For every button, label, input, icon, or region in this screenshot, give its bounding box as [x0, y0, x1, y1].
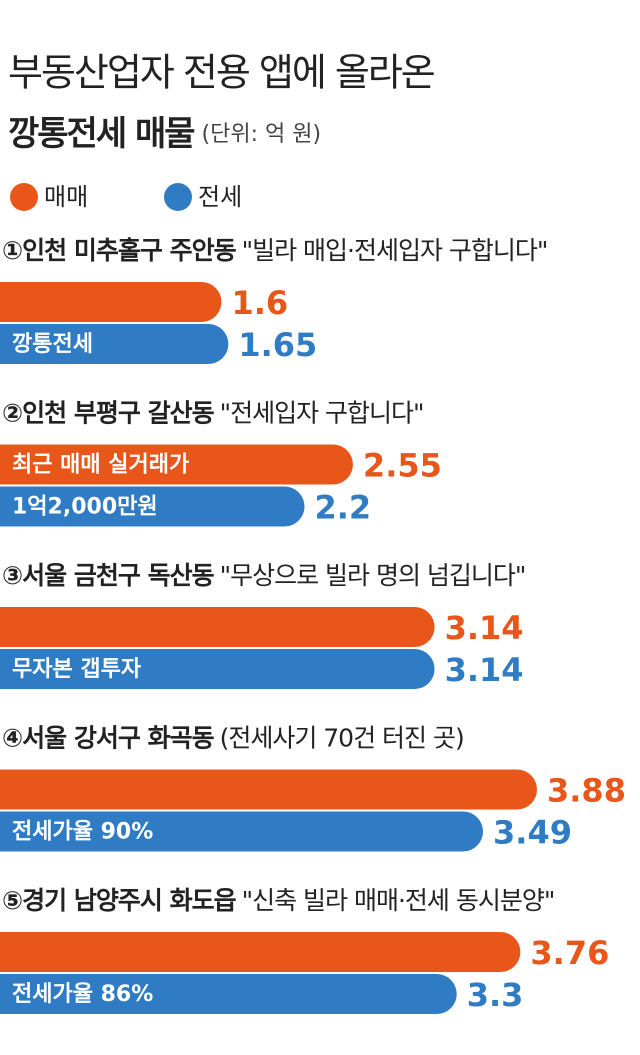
- chart-subtitle: 깡통전세 매물: [8, 114, 195, 154]
- subtitle-line: 깡통전세 매물 (단위: 억 원): [8, 114, 321, 154]
- legend-label: 전세: [198, 183, 242, 211]
- group-note: "무상으로 빌라 명의 넘깁니다": [220, 561, 526, 590]
- bar: [0, 486, 305, 527]
- bar: [0, 811, 484, 852]
- bar: [0, 607, 435, 647]
- bar: [0, 444, 353, 485]
- legend-label: 매매: [44, 183, 88, 211]
- value-label: 3.76: [530, 934, 609, 972]
- group-heading: ②인천 부평구 갈산동 "전세입자 구합니다": [2, 399, 424, 428]
- bar: [0, 932, 521, 972]
- bar: [0, 769, 537, 810]
- group-heading: ③서울 금천구 독산동 "무상으로 빌라 명의 넘깁니다": [2, 561, 525, 590]
- group-title: ⑤경기 남양주시 화도읍: [2, 886, 237, 915]
- group-title: ③서울 금천구 독산동: [2, 561, 215, 590]
- group-title: ①인천 미추홀구 주안동: [2, 236, 237, 265]
- chart-title: 부동산업자 전용 앱에 올라온: [8, 51, 434, 95]
- bar: [0, 649, 435, 689]
- group-note: "빌라 매입·전세입자 구합니다": [242, 236, 548, 265]
- value-label: 3.14: [445, 651, 524, 689]
- bar-label: 전세가율 86%: [12, 982, 153, 1007]
- value-label: 3.88: [547, 772, 626, 810]
- group-heading: ⑤경기 남양주시 화도읍 "신축 빌라 매매·전세 동시분양": [2, 886, 554, 915]
- bar-label: 최근 매매 실거래가: [12, 453, 189, 478]
- legend-swatch: [164, 183, 192, 211]
- value-label: 2.2: [314, 489, 371, 527]
- group-heading: ④서울 강서구 화곡동 (전세사기 70건 터진 곳): [2, 724, 464, 753]
- value-label: 2.55: [363, 447, 442, 485]
- value-label: 1.6: [231, 284, 288, 322]
- bar: [0, 974, 457, 1014]
- value-label: 3.14: [445, 609, 524, 647]
- legend-swatch: [10, 183, 38, 211]
- bar-label: 1억2,000만원: [12, 495, 158, 520]
- bar: [0, 324, 229, 364]
- group-heading: ①인천 미추홀구 주안동 "빌라 매입·전세입자 구합니다": [2, 236, 547, 265]
- value-label: 1.65: [238, 326, 317, 364]
- group-note: (전세사기 70건 터진 곳): [220, 724, 464, 753]
- bar-label: 무자본 갭투자: [12, 657, 142, 682]
- group-note: "전세입자 구합니다": [220, 399, 424, 428]
- group-title: ④서울 강서구 화곡동: [2, 724, 215, 753]
- unit: (단위: 억 원): [202, 122, 322, 147]
- bar: [0, 282, 222, 322]
- value-label: 3.49: [493, 814, 572, 852]
- bar-label: 전세가율 90%: [12, 820, 153, 845]
- value-label: 3.3: [467, 976, 524, 1014]
- group-note: "신축 빌라 매매·전세 동시분양": [242, 886, 555, 915]
- group-title: ②인천 부평구 갈산동: [2, 399, 215, 428]
- bar-label: 깡통전세: [12, 332, 93, 357]
